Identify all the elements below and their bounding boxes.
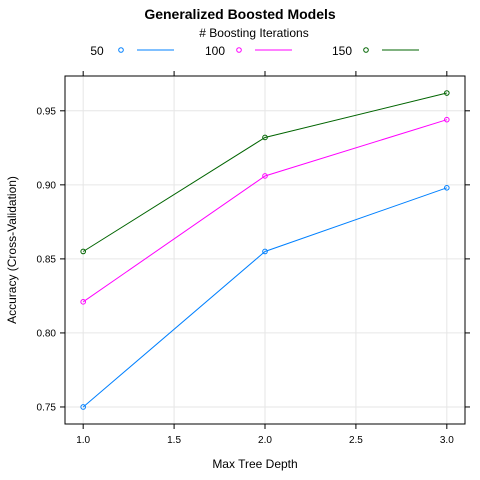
data-point [262,134,268,141]
series-line-100 [82,119,447,303]
legend: 50 100 150 [90,44,419,58]
chart-title: Generalized Boosted Models [144,6,336,22]
data-point [80,404,86,410]
series-group [80,90,450,410]
plot-frame [64,75,466,425]
legend-label: 50 [90,44,104,58]
legend-marker [118,47,124,53]
axis-ticks: 1.0 1.5 2.0 2.5 3.0 0.75 0.80 0.85 0.90 0.95 [37,71,470,446]
y-tick-label: 0.85 [37,254,57,265]
y-tick-label: 0.90 [37,180,57,191]
legend-title: # Boosting Iterations [199,26,308,40]
data-point [444,116,450,123]
series-line-50 [82,187,447,408]
y-tick-label: 0.75 [37,402,57,413]
y-axis-label: Accuracy (Cross-Validation) [5,176,19,324]
data-point [80,299,86,305]
x-tick-label: 1.0 [76,435,90,446]
legend-marker [236,47,242,53]
data-point [262,173,268,179]
series-line-150 [82,92,447,252]
legend-marker [363,47,369,53]
legend-label: 150 [332,44,352,58]
x-tick-label: 2.5 [349,435,363,446]
data-point [80,248,86,255]
x-axis-label: Max Tree Depth [212,457,297,471]
grid [65,76,465,424]
x-tick-label: 3.0 [440,435,454,446]
x-tick-label: 2.0 [258,435,272,446]
y-tick-label: 0.95 [37,106,57,117]
x-tick-label: 1.5 [167,435,181,446]
legend-label: 100 [205,44,225,58]
y-tick-label: 0.80 [37,328,57,339]
data-point [444,185,450,191]
data-point [262,248,268,255]
data-point [444,90,450,96]
